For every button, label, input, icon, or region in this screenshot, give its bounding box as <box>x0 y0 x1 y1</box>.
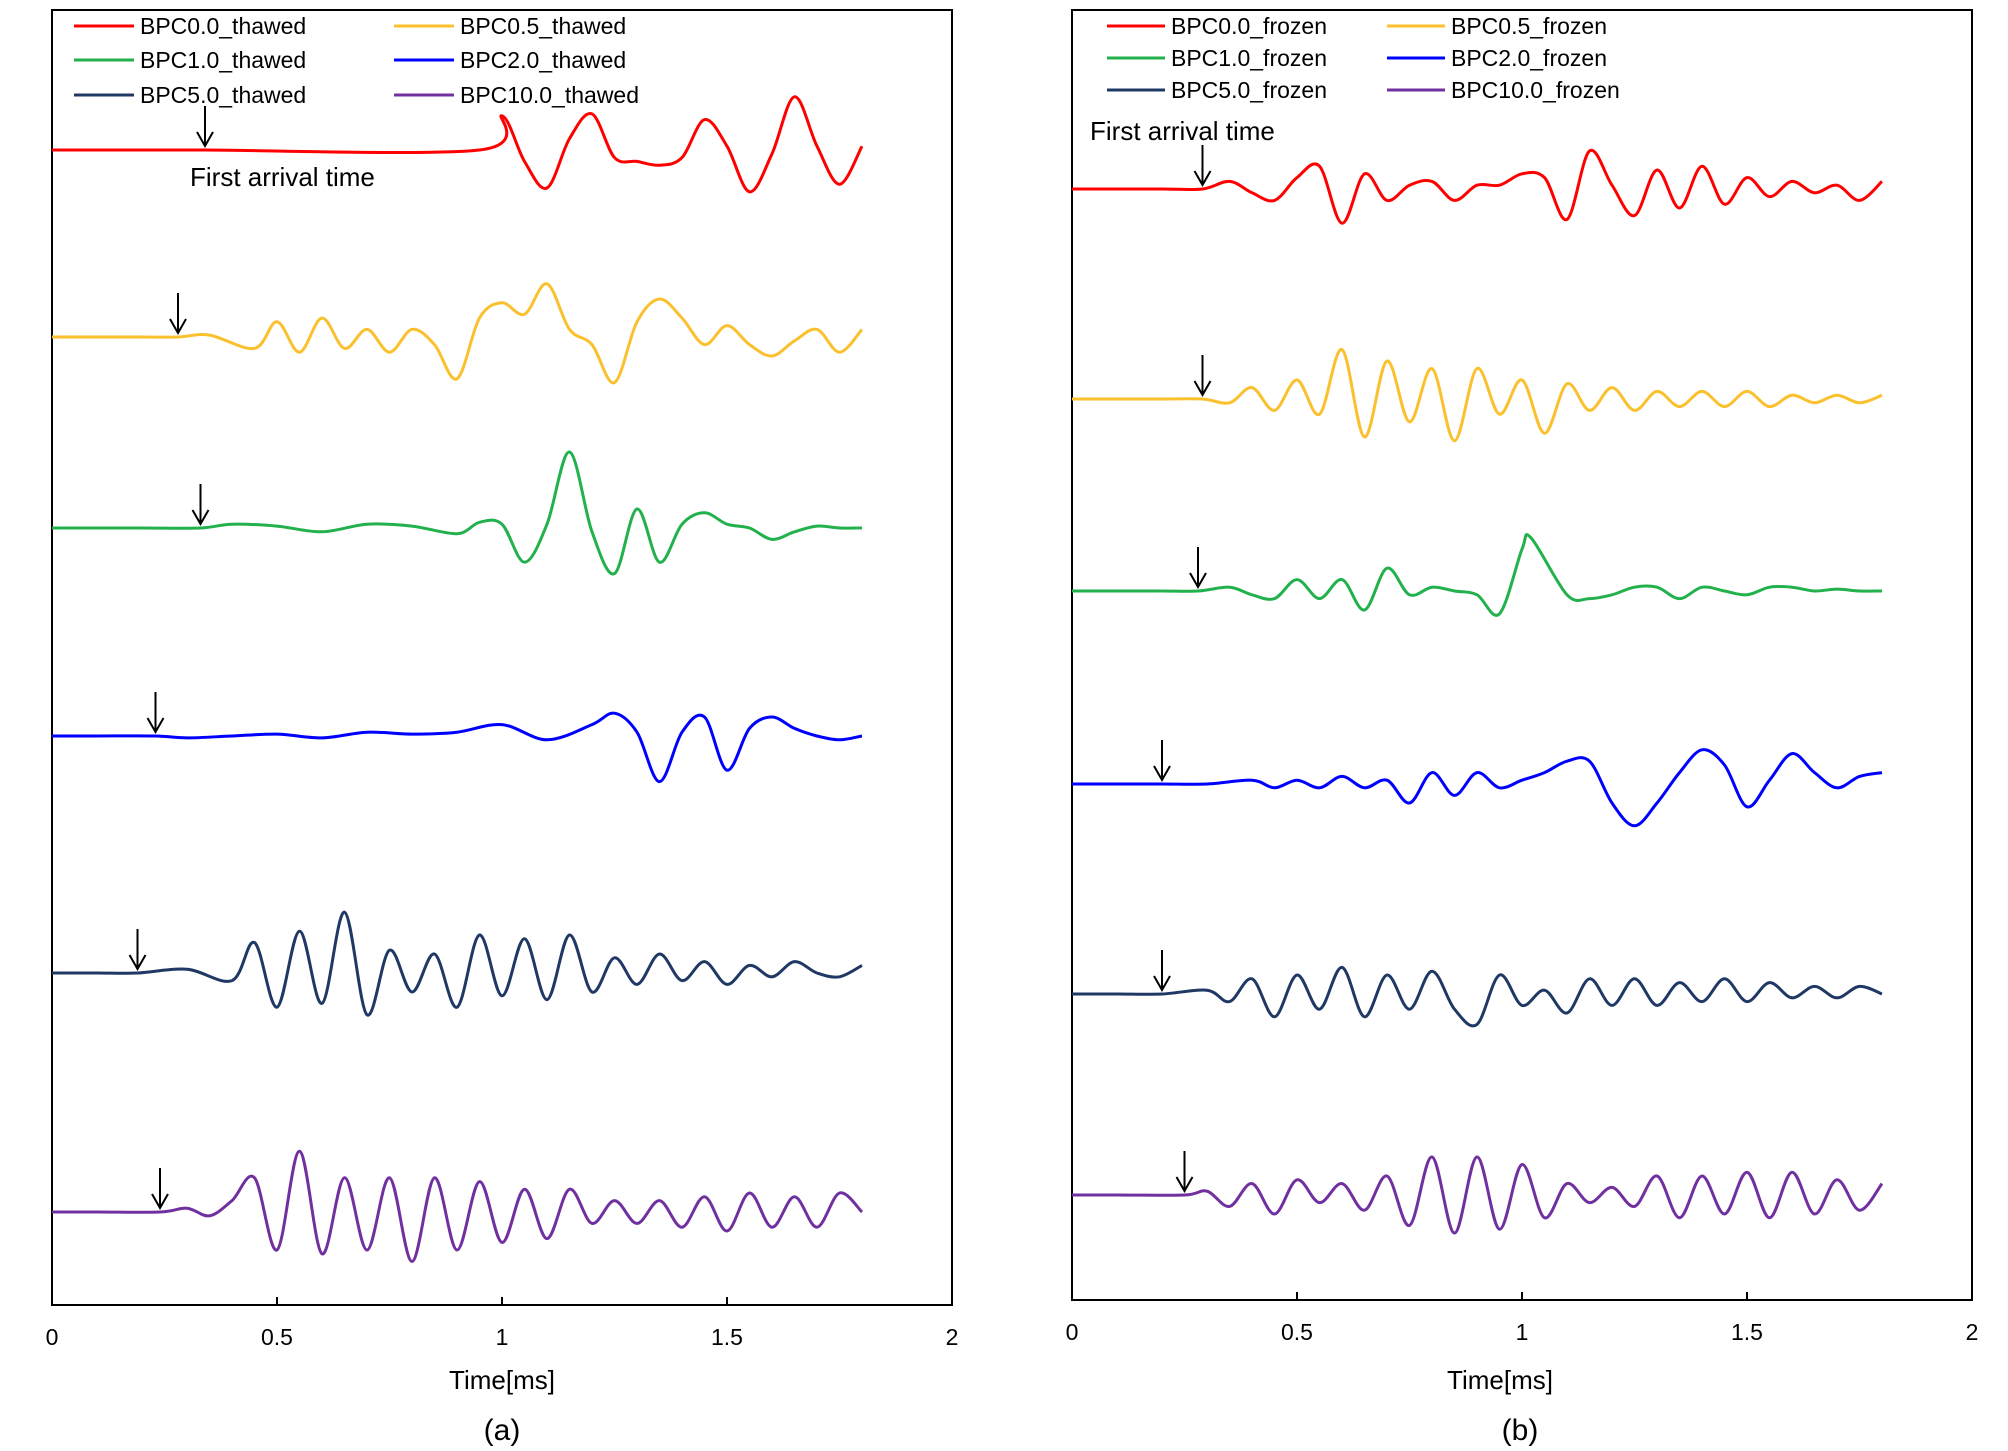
series-line-BPC2.0_thawed <box>52 711 863 784</box>
first-arrival-arrowhead <box>196 131 214 149</box>
x-tick-label: 1.5 <box>1731 1319 1763 1345</box>
first-arrival-arrowhead <box>191 509 210 527</box>
x-tick-label: 1.5 <box>711 1324 743 1350</box>
legend-label: BPC1.0_thawed <box>140 47 306 73</box>
x-tick-label: 0.5 <box>261 1324 293 1350</box>
series-line-BPC2.0_frozen <box>1072 748 1883 828</box>
legend-label: BPC0.5_thawed <box>460 13 626 39</box>
x-axis-label: Time[ms] <box>449 1365 555 1395</box>
legend-label: BPC2.0_frozen <box>1451 45 1607 71</box>
legend-label: BPC10.0_thawed <box>460 82 639 108</box>
legend-label: BPC5.0_frozen <box>1171 77 1327 103</box>
first-arrival-arrowhead <box>1193 170 1212 188</box>
panel-frozen: 0 0.5 1 1.5 2 Time[ms] (b) BPC0.0_frozen BPC0.5_… <box>1066 9 1979 1447</box>
x-tick-label: 0 <box>46 1324 59 1350</box>
legend-label: BPC0.0_frozen <box>1171 13 1327 39</box>
series-line-BPC0.0_frozen <box>1071 148 1884 225</box>
x-tick-label: 0.5 <box>1281 1319 1313 1345</box>
series-line-BPC0.0_thawed <box>51 95 864 194</box>
legend-label: BPC2.0_thawed <box>460 47 626 73</box>
first-arrival-arrowhead <box>1189 572 1207 590</box>
first-arrival-arrowhead <box>128 954 147 972</box>
first-arrival-annotation: First arrival time <box>190 162 375 192</box>
first-arrival-arrowhead <box>1153 975 1171 993</box>
panel-label: (a) <box>484 1414 521 1447</box>
first-arrival-annotation: First arrival time <box>1090 116 1275 146</box>
series-line-BPC10.0_frozen <box>1071 1155 1884 1235</box>
x-tick-label: 0 <box>1066 1319 1079 1345</box>
x-tick-label: 1 <box>1516 1319 1529 1345</box>
legend-label: BPC1.0_frozen <box>1171 45 1327 71</box>
legend-label: BPC0.0_thawed <box>140 13 306 39</box>
series-line-BPC1.0_frozen <box>1072 533 1883 617</box>
first-arrival-arrowhead <box>1153 765 1171 783</box>
legend-label: BPC10.0_frozen <box>1451 77 1620 103</box>
series-line-BPC0.5_frozen <box>1071 348 1883 443</box>
x-tick-label: 2 <box>1966 1319 1979 1345</box>
first-arrival-arrowhead <box>1193 380 1212 398</box>
first-arrival-arrowhead <box>151 1193 169 1211</box>
panel-thawed: 0 0.5 1 1.5 2 Time[ms] (a) BPC0.0_thawed BPC0.5_… <box>46 9 959 1447</box>
x-tick-label: 1 <box>496 1324 509 1350</box>
panel-label: (b) <box>1502 1414 1539 1447</box>
first-arrival-arrowhead <box>169 318 187 336</box>
series-line-BPC10.0_thawed <box>52 1149 864 1263</box>
series-line-BPC1.0_thawed <box>52 450 863 576</box>
series-line-BPC5.0_thawed <box>52 910 863 1017</box>
first-arrival-arrowhead <box>1175 1176 1194 1194</box>
x-axis-label: Time[ms] <box>1447 1365 1553 1395</box>
legend-label: BPC5.0_thawed <box>140 82 306 108</box>
series-line-BPC5.0_frozen <box>1072 965 1883 1028</box>
plot-frame <box>51 9 953 1306</box>
first-arrival-arrowhead <box>146 717 165 735</box>
x-tick-label: 2 <box>946 1324 959 1350</box>
plot-frame <box>1071 9 1973 1301</box>
series-line-BPC0.5_thawed <box>51 282 864 385</box>
legend-label: BPC0.5_frozen <box>1451 13 1607 39</box>
